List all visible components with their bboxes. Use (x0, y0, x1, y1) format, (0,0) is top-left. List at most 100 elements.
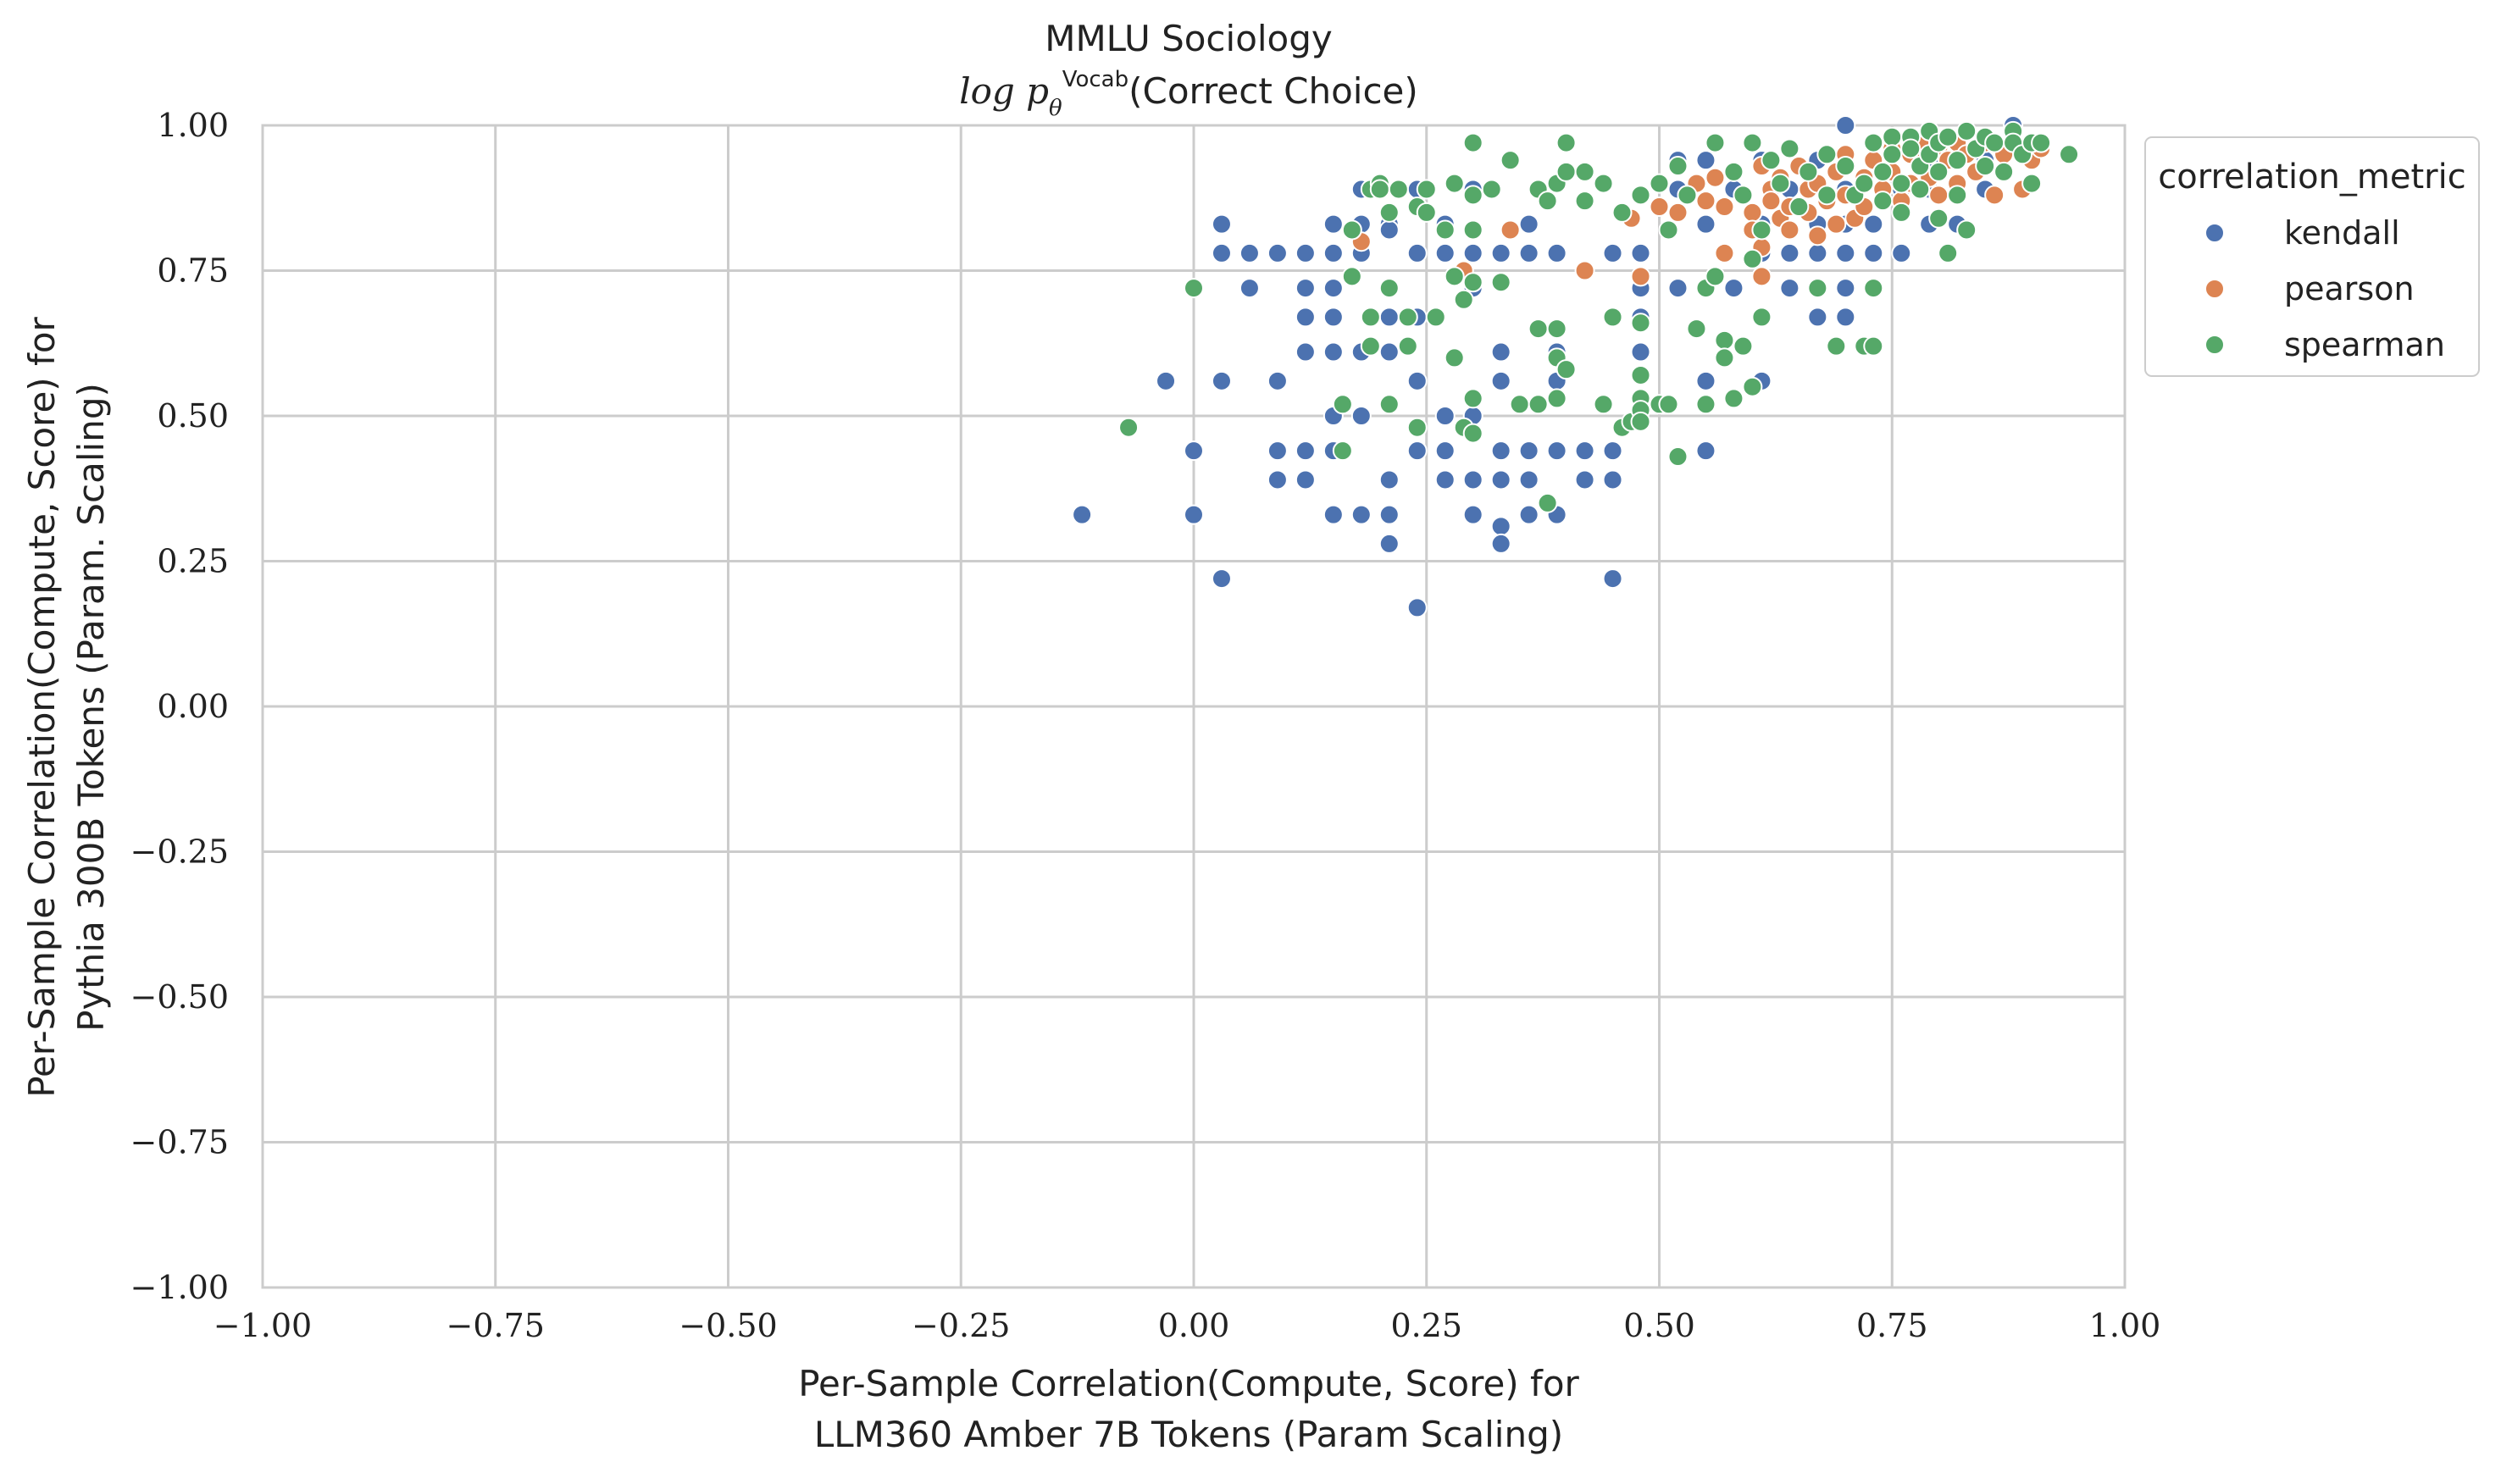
data-point-pearson (1630, 266, 1651, 287)
data-point-kendall (1462, 504, 1483, 525)
data-point-kendall (1072, 504, 1093, 525)
data-point-kendall (1490, 370, 1511, 391)
data-point-pearson (1807, 225, 1828, 246)
data-point-spearman (1872, 191, 1894, 212)
data-point-kendall (1323, 242, 1344, 263)
data-point-spearman (1891, 173, 1912, 194)
data-point-pearson (1649, 197, 1670, 218)
data-point-kendall (1518, 504, 1539, 525)
chart-subtitle: log pθVocab(Correct Choice) (959, 67, 1418, 121)
data-point-spearman (1397, 307, 1418, 328)
data-point-spearman (1369, 179, 1390, 200)
chart-title: MMLU Sociology (1045, 18, 1333, 59)
data-point-spearman (1528, 394, 1549, 415)
data-point-spearman (1994, 161, 2015, 182)
data-point-kendall (1835, 278, 1856, 299)
data-point-spearman (1574, 191, 1595, 212)
data-point-kendall (1323, 341, 1344, 363)
data-point-spearman (1658, 219, 1679, 241)
data-point-spearman (1779, 138, 1800, 159)
data-point-spearman (1947, 150, 1968, 171)
data-point-pearson (1714, 197, 1735, 218)
data-point-spearman (1509, 394, 1530, 415)
data-point-spearman (1444, 266, 1465, 287)
data-point-kendall (1184, 504, 1204, 525)
data-point-kendall (1211, 242, 1232, 263)
data-point-kendall (1295, 307, 1316, 328)
data-point-kendall (1295, 469, 1316, 490)
data-point-spearman (1332, 394, 1353, 415)
data-point-kendall (1695, 213, 1716, 235)
data-point-kendall (1518, 440, 1539, 462)
data-point-kendall (1779, 242, 1800, 263)
data-point-spearman (1593, 394, 1614, 415)
data-point-kendall (1211, 370, 1232, 391)
data-point-pearson (1705, 167, 1726, 188)
data-point-spearman (1705, 132, 1726, 153)
data-point-kendall (1156, 370, 1177, 391)
data-point-kendall (1546, 440, 1567, 462)
data-point-spearman (1360, 335, 1381, 357)
data-point-kendall (1574, 469, 1595, 490)
data-point-spearman (1388, 179, 1409, 200)
data-point-kendall (1602, 242, 1623, 263)
data-point-kendall (1490, 469, 1511, 490)
data-point-spearman (1882, 126, 1903, 147)
data-point-pearson (1928, 185, 1949, 206)
data-point-kendall (1891, 242, 1912, 263)
data-point-spearman (1556, 359, 1577, 380)
data-point-kendall (1295, 440, 1316, 462)
plot-frame (261, 124, 2127, 1289)
data-point-kendall (1462, 242, 1483, 263)
x-axis-label-line2: LLM360 Amber 7B Tokens (Param Scaling) (814, 1414, 1563, 1455)
y-tick-label: −1.00 (130, 1269, 229, 1306)
data-point-kendall (1835, 242, 1856, 263)
data-point-spearman (1770, 173, 1791, 194)
data-point-kendall (1434, 406, 1456, 426)
data-point-kendall (1490, 242, 1511, 263)
data-point-spearman (1462, 219, 1483, 241)
data-point-kendall (1267, 242, 1288, 263)
data-point-kendall (1630, 341, 1651, 363)
legend-box (2144, 136, 2480, 377)
data-point-pearson (1751, 266, 1772, 287)
data-point-kendall (1518, 242, 1539, 263)
data-point-spearman (1602, 307, 1623, 328)
data-point-spearman (1593, 173, 1614, 194)
series-pearson (1350, 132, 2052, 328)
data-point-spearman (1686, 318, 1707, 340)
data-point-kendall (1267, 370, 1288, 391)
data-point-spearman (1872, 161, 1894, 182)
data-point-kendall (1835, 307, 1856, 328)
data-point-spearman (1630, 364, 1651, 385)
data-point-pearson (1761, 191, 1782, 212)
x-tick-label: −1.00 (214, 1307, 312, 1344)
data-point-spearman (1481, 179, 1502, 200)
data-point-spearman (1453, 289, 1474, 310)
data-point-kendall (1779, 278, 1800, 299)
data-point-kendall (1406, 370, 1428, 391)
data-point-spearman (1528, 318, 1549, 340)
data-point-kendall (1406, 597, 1428, 618)
data-point-kendall (1807, 307, 1828, 328)
data-point-kendall (1490, 440, 1511, 462)
data-points (1072, 115, 2080, 618)
data-point-kendall (1490, 533, 1511, 554)
legend-marker-pearson (2204, 279, 2225, 299)
data-point-kendall (1863, 242, 1884, 263)
data-point-kendall (1574, 440, 1595, 462)
legend-marker-spearman (2204, 335, 2225, 355)
data-point-spearman (1984, 132, 2005, 153)
data-point-spearman (1611, 202, 1633, 223)
data-point-kendall (1835, 115, 1856, 136)
data-point-kendall (1267, 440, 1288, 462)
data-point-spearman (1360, 307, 1381, 328)
legend-marker-kendall (2204, 223, 2225, 243)
legend-label-pearson: pearson (2284, 270, 2415, 307)
data-point-kendall (1211, 213, 1232, 235)
data-point-pearson (1826, 213, 1847, 235)
data-point-kendall (1434, 440, 1456, 462)
legend: correlation_metric kendall pearson spearma… (2144, 136, 2480, 377)
data-point-spearman (1900, 138, 1922, 159)
subtitle-sub: θ (1049, 96, 1062, 121)
